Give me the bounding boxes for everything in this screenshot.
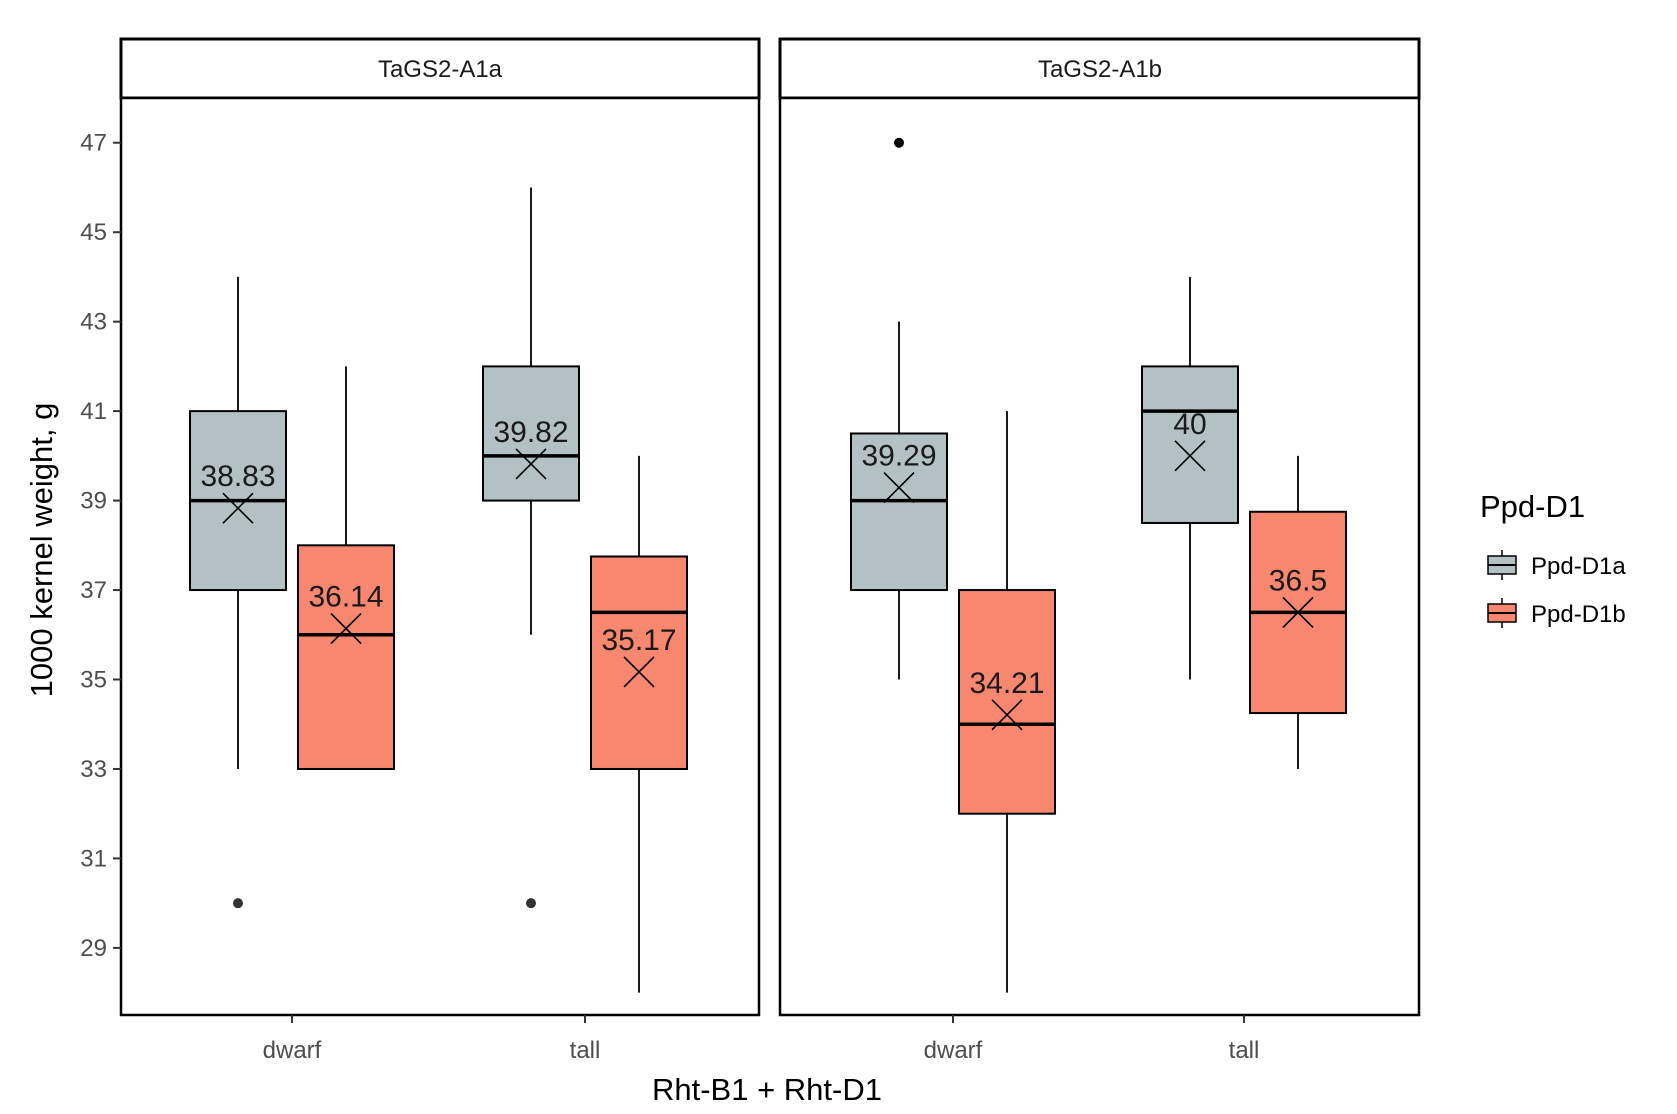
mean-label: 35.17 [601, 624, 676, 657]
mean-label: 36.14 [308, 581, 383, 614]
box-body [850, 432, 948, 592]
y-tick-label: 43 [80, 309, 107, 336]
y-tick-label: 33 [80, 756, 107, 783]
box-dwarf-ppd-d1a: 39.29 [850, 137, 948, 680]
mean-marker [883, 472, 915, 504]
box-body [297, 544, 395, 770]
mean-label: 34.21 [969, 667, 1044, 700]
x-tick-label: tall [1229, 1037, 1260, 1064]
facet-panel-1: 38.83 36.14 39.82 35.17 [119, 96, 761, 1017]
x-axis-title: Rht-B1 + Rht-D1 [652, 1072, 882, 1107]
box-dwarf-ppd-d1b: 36.14 [297, 366, 395, 770]
mean-marker [1174, 440, 1206, 472]
y-tick-label: 39 [80, 488, 107, 515]
box-tall-ppd-d1a: 40 [1141, 276, 1239, 680]
y-tick-label: 37 [80, 577, 107, 604]
mean-label: 40 [1173, 408, 1206, 441]
legend-title: Ppd-D1 [1480, 489, 1585, 524]
box-body [1141, 365, 1239, 524]
facet-strip-1: TaGS2-A1a [119, 37, 761, 100]
mean-label: 39.82 [493, 416, 568, 449]
box-dwarf-ppd-d1b: 34.21 [958, 411, 1056, 993]
box-tall-ppd-d1b: 36.5 [1249, 455, 1347, 769]
legend-key-ppd-d1b [1487, 598, 1517, 628]
legend: Ppd-D1 Ppd-D1a Ppd-D1b [1480, 489, 1626, 628]
x-tick-label: dwarf [924, 1037, 983, 1064]
legend-label-ppd-d1a: Ppd-D1a [1531, 553, 1626, 580]
y-tick-label: 29 [80, 935, 107, 962]
y-tick-label: 47 [80, 130, 107, 157]
box-tall-ppd-d1b: 35.17 [590, 455, 688, 993]
mean-label: 39.29 [861, 440, 936, 473]
outlier-point [894, 137, 904, 148]
facet-strip-label: TaGS2-A1b [1038, 56, 1162, 83]
mean-label: 36.5 [1269, 564, 1327, 597]
mean-marker [623, 656, 655, 688]
mean-marker [515, 448, 547, 480]
box-tall-ppd-d1a: 39.82 [482, 187, 580, 909]
y-axis-title: 1000 kernel weight, g [24, 403, 59, 698]
mean-marker [222, 492, 254, 524]
y-axis: 29 31 33 35 37 39 41 43 45 47 [80, 130, 121, 962]
mean-marker [1282, 596, 1314, 628]
box-body [482, 365, 580, 502]
legend-key-ppd-d1a [1487, 550, 1517, 580]
outlier-point [233, 898, 243, 909]
outlier-point [526, 898, 536, 909]
facet-strip-2: TaGS2-A1b [778, 37, 1421, 100]
y-tick-label: 41 [80, 398, 107, 425]
mean-label: 38.83 [200, 460, 275, 493]
x-axis: dwarf tall dwarf tall [263, 1015, 1260, 1064]
box-body [590, 555, 688, 770]
y-tick-label: 31 [80, 845, 107, 872]
x-tick-label: tall [570, 1037, 601, 1064]
y-tick-label: 45 [80, 219, 107, 246]
box-body [958, 589, 1056, 815]
facet-panel-2: 39.29 34.21 40 36.5 [778, 96, 1421, 1017]
facet-strip-label: TaGS2-A1a [378, 56, 503, 83]
legend-label-ppd-d1b: Ppd-D1b [1531, 601, 1626, 628]
mean-marker [330, 612, 362, 645]
y-tick-label: 35 [80, 667, 107, 694]
box-dwarf-ppd-d1a: 38.83 [189, 276, 287, 909]
mean-marker [991, 699, 1023, 731]
x-tick-label: dwarf [263, 1037, 322, 1064]
